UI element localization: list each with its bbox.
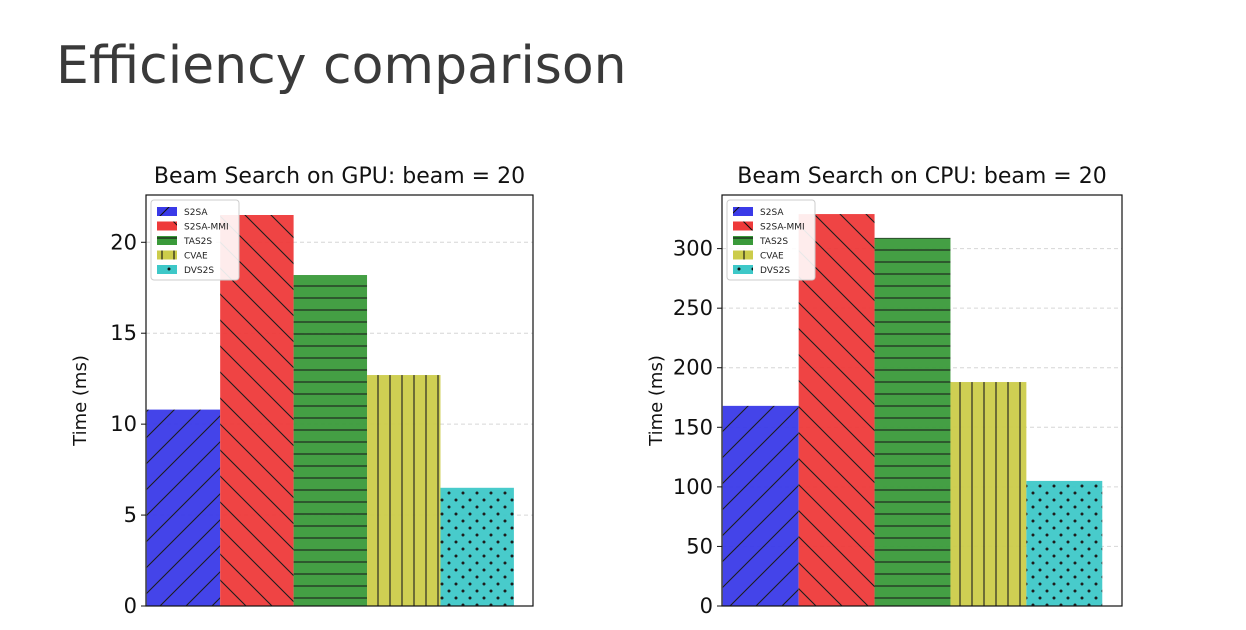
bar-tas2s (874, 237, 951, 606)
legend-label: S2SA (184, 208, 208, 218)
legend-label: S2SA (760, 208, 784, 218)
legend-label: S2SA-MMI (760, 223, 805, 233)
legend-label: CVAE (760, 252, 784, 262)
bar-s2sa (722, 405, 799, 606)
plot-frame (721, 194, 1123, 607)
slide-title: Efficiency comparison (56, 36, 627, 96)
y-tick-label: 5 (124, 503, 137, 527)
y-tick-label: 200 (673, 356, 713, 380)
bar-dvs2s (440, 487, 514, 606)
y-tick-label: 10 (110, 412, 137, 436)
legend-label: DVS2S (184, 266, 214, 276)
y-tick-label: 50 (686, 534, 713, 558)
y-tick-label: 250 (673, 296, 713, 320)
y-tick-label: 20 (110, 230, 137, 254)
y-tick-label: 100 (673, 475, 713, 499)
legend-swatch (157, 250, 177, 260)
legend-swatch (733, 207, 753, 216)
legend-swatch (733, 265, 753, 274)
bar-tas2s (293, 275, 368, 606)
legend-swatch (157, 221, 177, 231)
legend-label: CVAE (184, 252, 208, 262)
legend: S2SA S2SA-MMI TAS2S CVAE DVS2S (150, 199, 240, 281)
y-tick-label: 300 (673, 237, 713, 261)
legend-swatch (157, 265, 177, 274)
legend-label: TAS2S (183, 237, 212, 247)
y-tick-label: 0 (124, 594, 137, 618)
y-axis-label: Time (ms) (70, 355, 91, 447)
y-tick-label: 15 (110, 321, 137, 345)
plot-frame (145, 194, 534, 607)
bar-cvae (367, 375, 441, 606)
y-tick-label: 0 (700, 594, 713, 618)
legend-swatch (157, 207, 177, 216)
gpu-chart: Beam Search on GPU: beam = 20 0 5 10 15 20 Tim… (70, 164, 534, 618)
chart-title: Beam Search on CPU: beam = 20 (737, 164, 1106, 189)
legend-swatch (733, 221, 753, 231)
legend-swatch (733, 236, 753, 245)
legend-swatch (157, 236, 177, 245)
legend-swatch (733, 250, 753, 260)
legend: S2SA S2SA-MMI TAS2S CVAE DVS2S (726, 199, 816, 281)
legend-label: DVS2S (760, 266, 790, 276)
bar-s2sa (146, 409, 221, 606)
legend-label: TAS2S (759, 237, 788, 247)
legend-label: S2SA-MMI (184, 223, 229, 233)
y-axis-label: Time (ms) (646, 355, 667, 447)
bar-dvs2s (1026, 480, 1103, 606)
y-tick-label: 150 (673, 415, 713, 439)
chart-title: Beam Search on GPU: beam = 20 (154, 164, 525, 189)
bar-cvae (950, 382, 1027, 606)
cpu-chart: Beam Search on CPU: beam = 20 0 50 100 150 20… (646, 164, 1123, 618)
